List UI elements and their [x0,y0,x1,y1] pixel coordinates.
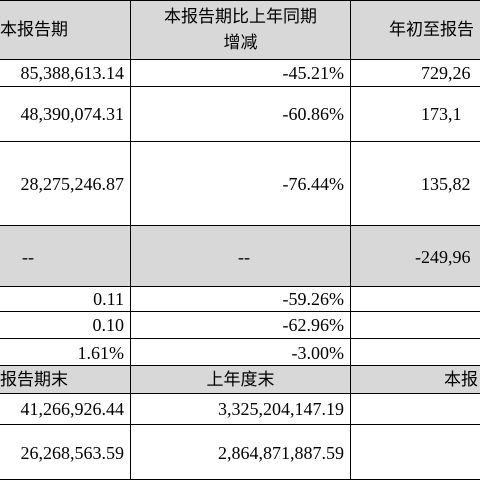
grid-line [0,424,480,425]
table-cell [351,287,480,311]
table-cell: -62.96% [282,315,345,335]
table-cell: 48,390,074.31 [20,104,125,124]
grid-line [0,365,480,366]
table-cell: -- [238,246,250,267]
subheader-shade [0,366,480,394]
table-cell: 0.11 [93,289,124,309]
table-cell: -- [22,246,34,267]
header-col2-line1: 本报告期比上年同期 [164,7,317,27]
grid-line [0,0,480,1]
header-col2: 本报告期比上年同期 增减 [131,0,350,60]
table-cell [351,394,480,424]
table-cell: 3,325,204,147.19 [218,399,344,419]
grid-line [0,311,480,312]
grid-line [130,0,131,480]
grid-line [0,286,480,287]
subheader-col3: 本报 [444,370,478,390]
table-cell [351,339,480,366]
grid-line [0,225,480,226]
table-cell: 26,268,563.59 [20,442,125,463]
table-cell: 28,275,246.87 [20,174,125,194]
table-cell: -3.00% [291,342,345,363]
subheader-col2: 上年度末 [206,370,275,390]
table-cell: 2,864,871,887.59 [218,442,344,463]
header-col2-line2: 增减 [223,33,258,53]
table-cell: 173,1 [421,104,462,124]
table-cell: 0.10 [92,315,125,335]
table-cell: 135,82 [421,174,471,194]
table-cell [351,312,480,338]
table-cell: -249,96 [415,246,471,267]
header-shade [0,0,480,60]
subheader-col1: 报告期末 [0,370,68,390]
table-cell: 1.61% [77,342,125,363]
grid-line [0,141,480,142]
header-col1: 本报告期 [0,20,68,40]
header-col3: 年初至报告 [389,20,474,40]
table-cell: -59.26% [282,289,345,309]
grid-line [350,0,351,480]
table-cell: -45.21% [282,63,345,83]
table-cell: -76.44% [282,174,345,194]
grid-line [0,338,480,339]
table-cell: -60.86% [282,104,345,124]
grid-line [0,86,480,87]
table-cell: 729,26 [421,63,471,83]
table-cell: 85,388,613.14 [20,63,125,83]
grid-line [0,393,480,394]
table-cell [351,425,480,480]
row-shade [0,226,480,287]
grid-line [0,59,480,60]
table-cell: 41,266,926.44 [20,399,125,419]
